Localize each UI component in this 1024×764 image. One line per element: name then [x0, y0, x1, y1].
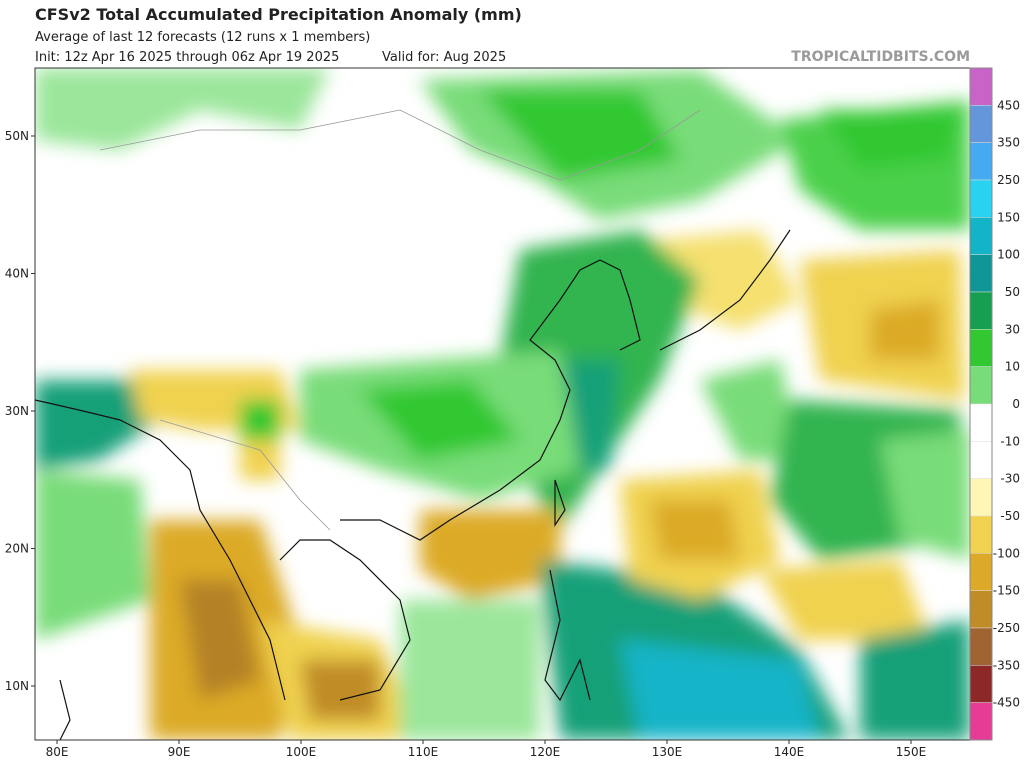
title: CFSv2 Total Accumulated Precipitation An…: [35, 5, 522, 24]
borders: [99, 109, 701, 531]
lon-label: 140E: [774, 745, 805, 759]
subtitle: Average of last 12 forecasts (12 runs x …: [35, 30, 370, 45]
colorbar-label: -250: [993, 621, 1020, 635]
colorbar-swatch: [969, 254, 993, 293]
colorbar-swatch: [969, 702, 993, 741]
colorbar-swatch: [969, 291, 993, 330]
colorbar-swatch: [969, 590, 993, 629]
colorbar-swatch: [969, 67, 993, 106]
colorbar-label: 100: [997, 248, 1020, 262]
colorbar-swatch: [969, 553, 993, 591]
colorbar-swatch: [969, 403, 993, 442]
coastlines: [35, 229, 791, 740]
colorbar-label: 30: [1005, 322, 1020, 336]
colorbar-swatch: [969, 366, 993, 405]
lat-label: 50N: [5, 129, 29, 143]
lon-label: 110E: [408, 745, 439, 759]
longitude-labels: 80E 90E 100E 110E 120E 130E 140E 150E: [46, 740, 927, 759]
colorbar-swatch: [969, 627, 993, 666]
latitude-labels: 50N 40N 30N 20N 10N: [5, 129, 35, 693]
colorbar-swatch: [969, 179, 993, 218]
lon-label: 120E: [530, 745, 561, 759]
colorbar-label: -350: [993, 658, 1020, 672]
valid-time: Valid for: Aug 2025: [382, 50, 506, 65]
colorbar-label: -450: [993, 696, 1020, 710]
lat-label: 20N: [5, 542, 29, 556]
colorbar-label: 450: [997, 98, 1020, 112]
colorbar-swatch: [969, 515, 993, 554]
colorbar-frame: [969, 67, 993, 741]
lat-label: 40N: [5, 267, 29, 281]
colorbar-swatch: [969, 329, 993, 367]
lon-label: 100E: [286, 745, 317, 759]
colorbar-label: 50: [1005, 285, 1020, 299]
colorbar-label: -30: [1000, 472, 1020, 486]
lon-label: 80E: [46, 745, 69, 759]
colorbar-swatch: [969, 105, 993, 143]
colorbar-label: -50: [1000, 509, 1020, 523]
lat-label: 10N: [5, 679, 29, 693]
colorbar-label: 10: [1005, 360, 1020, 374]
colorbar-swatch: [969, 217, 993, 255]
colorbar-label: -10: [1000, 434, 1020, 448]
colorbar-label: 150: [997, 210, 1020, 224]
lon-label: 150E: [896, 745, 927, 759]
map-field: [35, 68, 970, 740]
colorbar-label: -100: [993, 546, 1020, 560]
lat-label: 30N: [5, 404, 29, 418]
lon-label: 130E: [652, 745, 683, 759]
init-time: Init: 12z Apr 16 2025 through 06z Apr 19…: [35, 50, 339, 65]
colorbar-swatch: [969, 665, 993, 703]
colorbar-label: 250: [997, 173, 1020, 187]
colorbar: 4503502501501005030100-10-30-50-100-150-…: [969, 67, 1020, 741]
colorbar-swatch: [969, 142, 993, 181]
anomaly-shading: [35, 68, 970, 740]
colorbar-swatch: [969, 441, 993, 479]
colorbar-swatch: [969, 478, 993, 517]
watermark: TROPICALTIDBITS.COM: [791, 49, 970, 65]
colorbar-label: 350: [997, 136, 1020, 150]
colorbar-label: 0: [1012, 397, 1020, 411]
lon-label: 90E: [168, 745, 191, 759]
colorbar-label: -150: [993, 584, 1020, 598]
